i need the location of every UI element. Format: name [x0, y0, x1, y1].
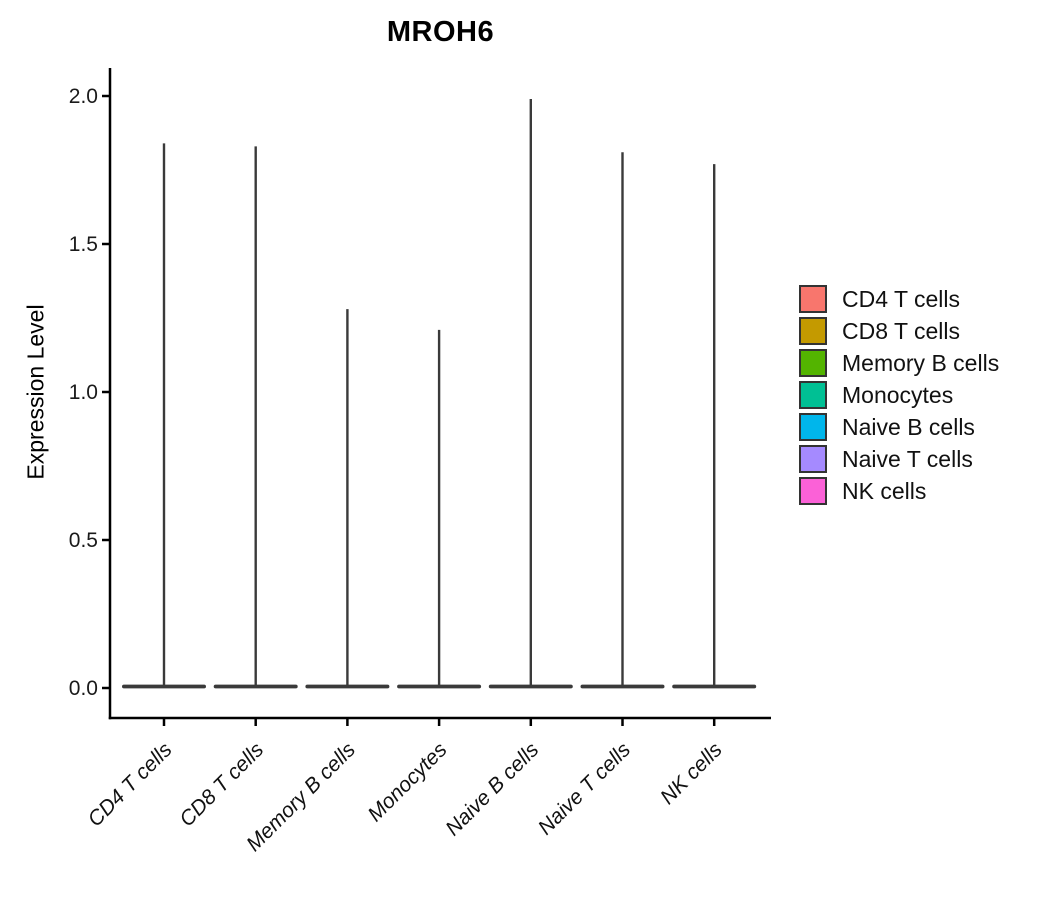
- x-tick-label: Monocytes: [364, 738, 452, 826]
- legend-label: NK cells: [842, 477, 927, 504]
- y-tick-label: 0.0: [69, 677, 98, 700]
- legend-item: Naive T cells: [799, 443, 999, 475]
- legend-item: Monocytes: [799, 379, 999, 411]
- legend-label: CD4 T cells: [842, 285, 961, 312]
- legend-item: CD8 T cells: [799, 315, 999, 347]
- legend-label: Monocytes: [842, 381, 954, 408]
- x-tick-label: CD4 T cells: [84, 738, 177, 831]
- y-tick-label: 1.0: [69, 381, 98, 404]
- legend-swatch: [799, 413, 827, 441]
- x-tick-label: Naive B cells: [441, 738, 543, 840]
- legend-label: Naive T cells: [842, 445, 973, 472]
- x-tick-label: NK cells: [656, 738, 727, 809]
- legend-label: Naive B cells: [842, 413, 975, 440]
- legend-item: Naive B cells: [799, 411, 999, 443]
- x-tick-label: Naive T cells: [534, 738, 636, 840]
- x-tick-label: CD8 T cells: [175, 738, 268, 831]
- legend-swatch: [799, 381, 827, 409]
- chart-title: MROH6: [386, 16, 495, 48]
- legend-label: CD8 T cells: [842, 317, 961, 344]
- y-tick-label: 0.5: [69, 529, 98, 552]
- legend-label: Memory B cells: [842, 349, 1000, 376]
- legend-swatch: [799, 477, 827, 505]
- legend-swatch: [799, 349, 827, 377]
- y-tick-label: 1.5: [69, 233, 98, 256]
- legend-item: CD4 T cells: [799, 283, 999, 315]
- legend-swatch: [799, 285, 827, 313]
- y-tick-label: 2.0: [69, 85, 98, 108]
- legend-item: Memory B cells: [799, 347, 999, 379]
- legend-swatch: [799, 317, 827, 345]
- legend-swatch: [799, 445, 827, 473]
- legend-item: NK cells: [799, 475, 999, 507]
- legend: CD4 T cells CD8 T cells Memory B cells Mono…: [799, 283, 999, 507]
